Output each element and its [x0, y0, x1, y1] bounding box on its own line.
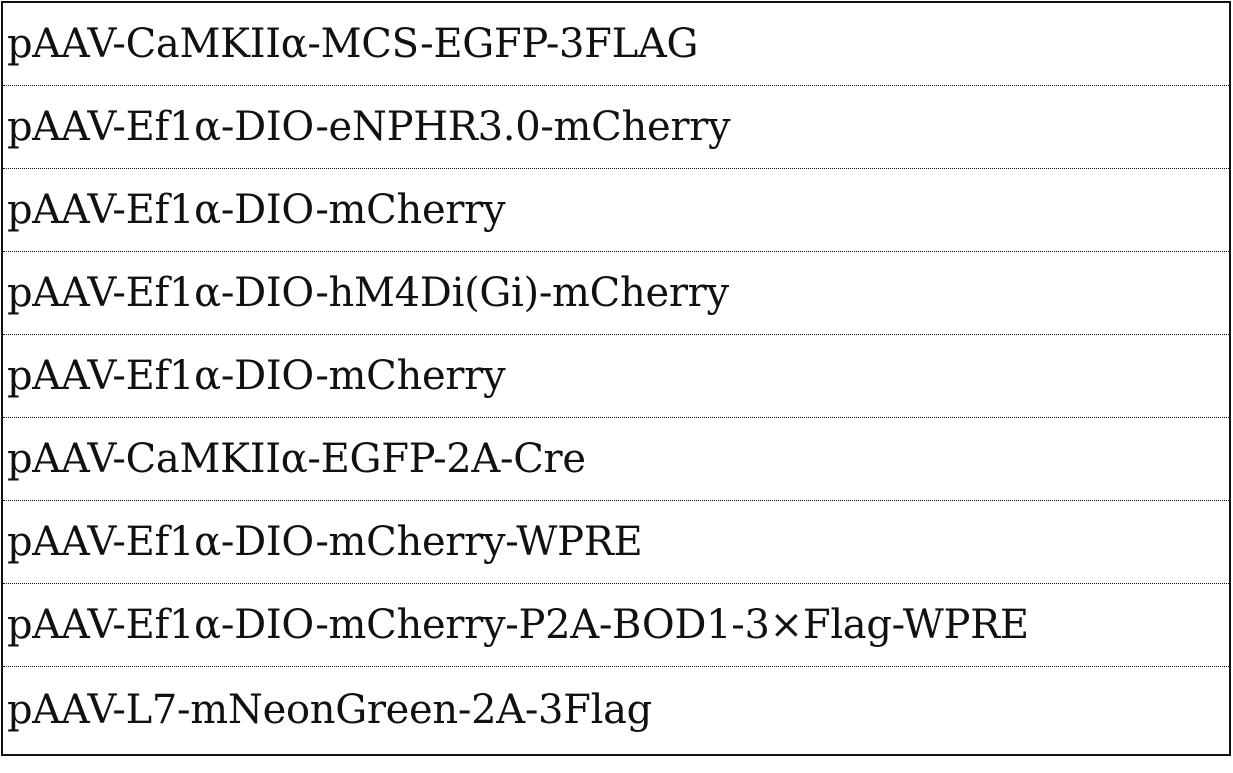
- table-row: pAAV-Ef1α-DIO-mCherry-WPRE: [3, 501, 1229, 584]
- plasmid-table: pAAV-CaMKIIα-MCS-EGFP-3FLAG pAAV-Ef1α-DI…: [1, 1, 1231, 756]
- table-row: pAAV-Ef1α-DIO-mCherry-P2A-BOD1-3×Flag-WP…: [3, 584, 1229, 667]
- table-row: pAAV-L7-mNeonGreen-2A-3Flag: [7, 686, 652, 733]
- table-row: pAAV-Ef1α-DIO-mCherry: [3, 335, 1229, 418]
- table-row: pAAV-Ef1α-DIO-mCherry: [3, 169, 1229, 252]
- table-row: pAAV-CaMKIIα-MCS-EGFP-3FLAG: [3, 3, 1229, 86]
- table-row: pAAV-Ef1α-DIO-hM4Di(Gi)-mCherry: [3, 252, 1229, 335]
- table-row: pAAV-Ef1α-DIO-eNPHR3.0-mCherry: [3, 86, 1229, 169]
- table-row: pAAV-CaMKIIα-EGFP-2A-Cre: [3, 418, 1229, 501]
